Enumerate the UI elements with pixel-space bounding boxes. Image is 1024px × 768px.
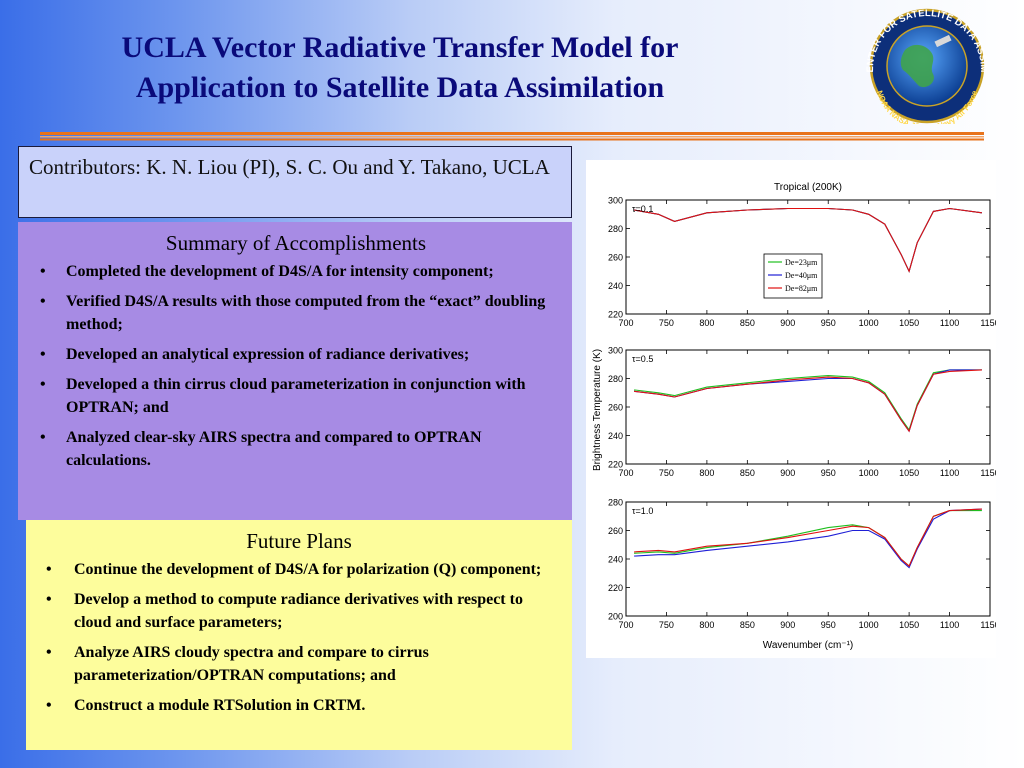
x-tick-label: 850 (740, 318, 755, 328)
x-tick-label: 1150 (980, 318, 996, 328)
list-item: • Construct a module RTSolution in CRTM. (36, 694, 562, 717)
title-line-2: Application to Satellite Data Assimilati… (135, 71, 665, 104)
x-tick-label: 950 (821, 318, 836, 328)
x-tick-label: 1050 (899, 620, 919, 630)
y-tick-label: 220 (608, 583, 623, 593)
plot-frame (625, 349, 991, 465)
future-heading: Future Plans (246, 529, 352, 553)
x-tick-label: 850 (740, 468, 755, 478)
bullet-icon: • (46, 644, 52, 661)
spectra-chart: Tropical (200K) 220 240 260 280 300 700 750 800 8… (586, 160, 1000, 658)
summary-panel: Summary of Accomplishments • Completed th… (18, 222, 572, 520)
list-item: • Developed an analytical expression of r… (30, 343, 562, 366)
x-tick-label: 800 (699, 620, 714, 630)
series-line (634, 508, 982, 569)
x-tick-label: 1100 (940, 318, 959, 328)
y-tick-label: 280 (608, 224, 623, 234)
y-tick-label: 240 (608, 281, 623, 291)
legend-entry: De=40μm (785, 271, 818, 280)
list-item: • Develop a method to compute radiance de… (36, 588, 562, 634)
y-axis-label: Brightness Temperature (K) (592, 349, 603, 471)
contributors-box: Contributors: K. N. Liou (PI), S. C. Ou … (18, 146, 572, 218)
title-line-1: UCLA Vector Radiative Transfer Model for (121, 31, 679, 64)
x-tick-label: 950 (821, 468, 836, 478)
series-line (634, 207, 982, 273)
x-tick-label: 800 (699, 318, 714, 328)
x-tick-label: 700 (618, 468, 633, 478)
bullet-icon: • (40, 429, 46, 446)
list-item: • Completed the development of D4S/A for … (30, 260, 562, 283)
x-tick-label: 1150 (980, 468, 996, 478)
y-tick-label: 260 (608, 253, 623, 263)
legend-entry: De=82μm (785, 284, 818, 293)
panel-label: τ=1.0 (632, 506, 653, 516)
bullet-icon: • (46, 591, 52, 608)
x-tick-label: 1000 (859, 620, 879, 630)
y-tick-label: 280 (608, 374, 623, 384)
list-item: • Verified D4S/A results with those compu… (30, 290, 562, 336)
title-divider (40, 132, 984, 141)
y-tick-label: 220 (608, 310, 623, 320)
x-axis-label: Wavenumber (cm⁻¹) (763, 640, 853, 651)
x-tick-label: 1100 (940, 468, 959, 478)
future-list: • Continue the development of D4S/A for p… (36, 558, 562, 717)
x-tick-label: 850 (740, 620, 755, 630)
continent-shape (900, 44, 934, 88)
spectra-chart-svg: Tropical (200K) 220 240 260 280 300 700 750 800 8… (592, 182, 1000, 651)
satellite-icon (934, 34, 952, 48)
panel-label: τ=0.1 (632, 204, 653, 214)
y-tick-label: 220 (608, 460, 623, 470)
y-tick-label: 260 (608, 526, 623, 536)
y-tick-label: 200 (608, 612, 623, 622)
series-line (634, 369, 982, 432)
x-tick-label: 950 (821, 620, 836, 630)
x-tick-label: 900 (780, 318, 795, 328)
x-tick-label: 1000 (859, 318, 879, 328)
future-plans-panel: Future Plans • Continue the development o… (26, 520, 572, 750)
y-tick-label: 260 (608, 403, 623, 413)
list-item: • Developed a thin cirrus cloud parameter… (30, 373, 562, 419)
bullet-icon: • (40, 376, 46, 393)
x-tick-label: 1050 (899, 318, 919, 328)
summary-list: • Completed the development of D4S/A for … (30, 260, 562, 472)
summary-heading: Summary of Accomplishments (165, 231, 427, 255)
series-line (634, 369, 982, 433)
bullet-icon: • (40, 346, 46, 363)
bullet-icon: • (40, 293, 46, 310)
legend-box (763, 253, 823, 299)
bullet-icon: • (40, 263, 46, 280)
y-tick-label: 300 (608, 346, 623, 356)
x-tick-label: 1050 (899, 468, 919, 478)
slide-title: UCLA Vector Radiative Transfer Model for… (40, 28, 760, 108)
x-tick-label: 900 (780, 620, 795, 630)
jcsda-logo: JOINT CENTER FOR SATELLITE DATA ASSIMILA… (853, 8, 989, 124)
x-tick-label: 900 (780, 468, 795, 478)
x-tick-label: 700 (618, 620, 633, 630)
plot-frame (625, 501, 991, 617)
list-item: • Analyze AIRS cloudy spectra and compare… (36, 641, 562, 687)
legend-entry: De=23μm (785, 258, 818, 267)
x-tick-label: 750 (659, 468, 674, 478)
y-tick-label: 280 (608, 498, 623, 508)
chart-title: Tropical (200K) (774, 182, 842, 193)
x-tick-label: 1150 (980, 620, 996, 630)
bullet-icon: • (46, 561, 52, 578)
list-item: • Continue the development of D4S/A for p… (36, 558, 562, 581)
list-item: • Analyzed clear-sky AIRS spectra and com… (30, 426, 562, 472)
series-line (634, 508, 982, 568)
x-tick-label: 1100 (940, 620, 959, 630)
x-tick-label: 800 (699, 468, 714, 478)
bullet-icon: • (46, 697, 52, 714)
x-tick-label: 1000 (859, 468, 879, 478)
y-tick-label: 240 (608, 555, 623, 565)
y-tick-label: 240 (608, 431, 623, 441)
x-tick-label: 750 (659, 620, 674, 630)
x-tick-label: 750 (659, 318, 674, 328)
panel-label: τ=0.5 (632, 354, 653, 364)
y-tick-label: 300 (608, 196, 623, 206)
x-tick-label: 700 (618, 318, 633, 328)
